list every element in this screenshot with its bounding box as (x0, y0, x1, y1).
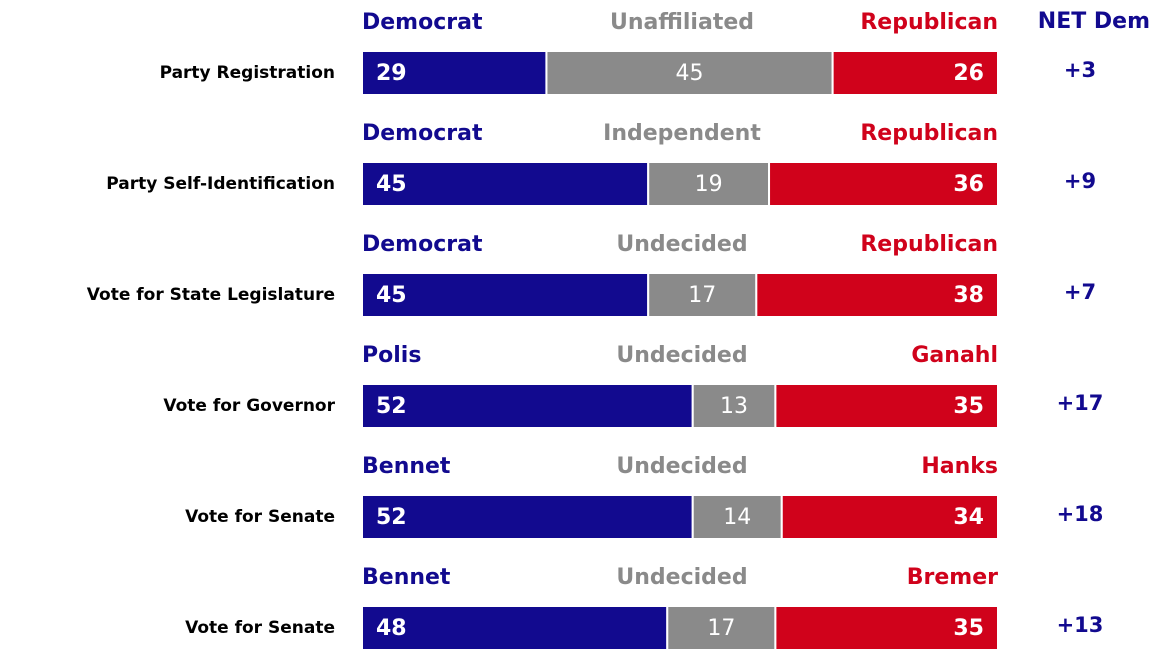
bar-segment (780, 494, 1000, 540)
value-label: 35 (953, 394, 984, 419)
net-label: +13 (1057, 613, 1104, 637)
segment-header: Bennet (362, 565, 451, 590)
segment-header: Undecided (616, 454, 747, 479)
row-label: Vote for State Legislature (87, 285, 335, 305)
bar-segment (545, 50, 834, 96)
row-label: Vote for Senate (185, 618, 335, 638)
bar-segment (361, 50, 548, 96)
row-label: Vote for Senate (185, 507, 335, 527)
bar-segment (774, 383, 1000, 429)
value-label: 17 (688, 283, 716, 308)
row-label: Party Registration (160, 63, 335, 83)
bar-segment (361, 383, 694, 429)
segment-header: Democrat (362, 232, 483, 257)
bar-segment (361, 272, 650, 318)
bar-segment (647, 272, 758, 318)
segment-header: Republican (860, 232, 998, 257)
value-label: 52 (376, 394, 407, 419)
value-label: 29 (376, 61, 407, 86)
net-label: +17 (1057, 391, 1104, 415)
segment-header: Republican (860, 10, 998, 35)
value-label: 26 (953, 61, 984, 86)
bar-segment (691, 383, 777, 429)
value-label: 36 (953, 172, 984, 197)
bar-segment (361, 494, 694, 540)
bar-segment (755, 272, 999, 318)
net-label: +18 (1057, 502, 1104, 526)
net-label: +9 (1064, 169, 1096, 193)
bar-segment (691, 494, 783, 540)
segment-header: Independent (603, 121, 761, 146)
bar-segment (768, 161, 999, 207)
segment-header: Unaffiliated (610, 10, 754, 35)
bar-segment (774, 605, 1000, 651)
bar-segment (666, 605, 777, 651)
row-label: Vote for Governor (163, 396, 335, 416)
value-label: 45 (376, 283, 407, 308)
segment-header: Democrat (362, 10, 483, 35)
net-header: NET Dem (1038, 9, 1150, 34)
value-label: 52 (376, 505, 407, 530)
segment-header: Bremer (907, 565, 998, 590)
value-label: 19 (695, 172, 723, 197)
value-label: 34 (953, 505, 984, 530)
bar-segment (831, 50, 1000, 96)
segment-header: Democrat (362, 121, 483, 146)
value-label: 38 (953, 283, 984, 308)
net-label: +3 (1064, 58, 1096, 82)
segment-header: Republican (860, 121, 998, 146)
value-label: 45 (376, 172, 407, 197)
value-label: 13 (720, 394, 748, 419)
value-label: 14 (723, 505, 751, 530)
value-label: 45 (676, 61, 704, 86)
segment-header: Undecided (616, 232, 747, 257)
bar-segment (647, 161, 771, 207)
value-label: 35 (953, 616, 984, 641)
segment-header: Hanks (921, 454, 998, 479)
segment-header: Polis (362, 343, 421, 368)
row-label: Party Self-Identification (106, 174, 335, 194)
value-label: 48 (376, 616, 407, 641)
value-label: 17 (707, 616, 735, 641)
segment-header: Ganahl (911, 343, 998, 368)
bar-segment (361, 605, 669, 651)
segment-header: Undecided (616, 343, 747, 368)
segment-header: Undecided (616, 565, 747, 590)
net-label: +7 (1064, 280, 1096, 304)
segment-header: Bennet (362, 454, 451, 479)
